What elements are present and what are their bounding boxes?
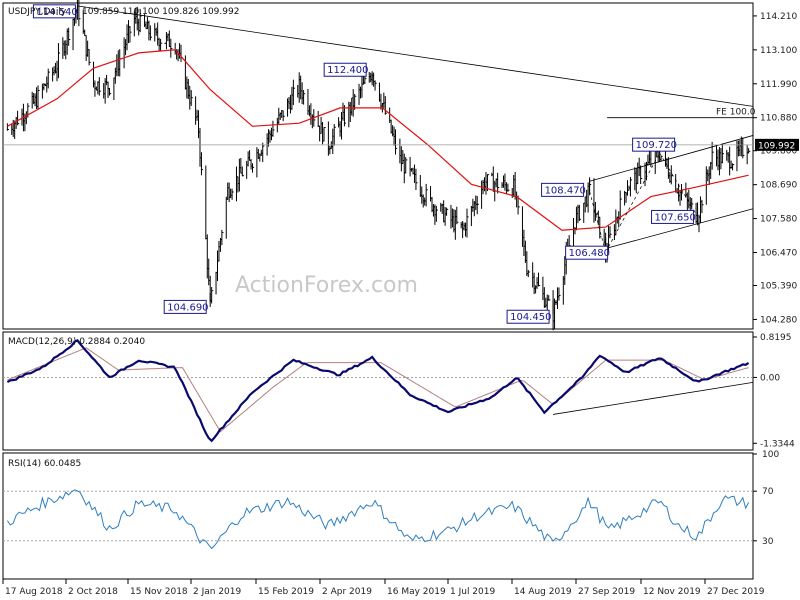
macd-line xyxy=(6,339,750,443)
axes: 114.210 113.100 111.990 110.880 109.800 108.6… xyxy=(2,12,799,597)
x-tick-label: 12 Nov 2019 xyxy=(643,587,701,597)
annotation-label: 109.720 xyxy=(636,140,677,151)
x-tick-label: 17 Aug 2018 xyxy=(5,587,63,597)
current-price-box xyxy=(755,138,799,151)
annotation-label: 104.450 xyxy=(510,312,551,323)
annotation-box xyxy=(163,299,207,314)
x-tick-label: 2 Apr 2019 xyxy=(322,587,372,597)
fe-level-label: FE 100.0 xyxy=(716,108,756,118)
rsi-y-tick-label: 100 xyxy=(762,450,779,460)
x-tick-label: 15 Feb 2019 xyxy=(258,587,314,597)
y-tick-label: 109.800 xyxy=(760,147,797,157)
rsi-y-tick-label: 30 xyxy=(762,537,774,547)
annotation-label: 104.690 xyxy=(167,302,208,313)
x-tick-label: 15 Nov 2018 xyxy=(130,587,188,597)
current-price-label: 109.992 xyxy=(758,141,795,151)
trendline-line xyxy=(77,5,754,107)
macd-plot xyxy=(3,339,754,443)
annotation-label: 108.470 xyxy=(545,185,586,196)
rsi-label: RSI(14) 60.0485 xyxy=(8,459,81,469)
macd-panel xyxy=(2,331,754,451)
macd-y-tick-label: 0.00 xyxy=(760,373,780,383)
projection-line xyxy=(589,191,606,253)
x-tick-label: 1 Jul 2019 xyxy=(450,587,495,597)
price-plot: FE 100.0 114.540 104.690 112.400 104.450 108.… xyxy=(3,0,756,331)
chart-ohlc: 109.859 110.100 109.826 109.992 xyxy=(82,7,239,17)
channel-upper-line xyxy=(589,135,754,182)
annotation-box xyxy=(541,182,585,197)
annotation-label: 106.480 xyxy=(569,248,610,259)
x-tick-label: 2 Jan 2019 xyxy=(193,587,241,597)
y-tick-label: 108.690 xyxy=(760,181,797,191)
y-tick-label: 104.280 xyxy=(760,315,797,325)
y-tick-label: 110.880 xyxy=(760,114,797,124)
moving-average-line xyxy=(7,49,749,231)
rsi-line xyxy=(6,489,750,550)
annotation-label: 107.650 xyxy=(655,212,696,223)
watermark: ActionForex.com xyxy=(235,273,418,298)
projection-line xyxy=(605,152,660,253)
y-tick-label: 113.100 xyxy=(760,46,797,56)
annotation-label: 112.400 xyxy=(327,65,368,76)
y-tick-label: 106.470 xyxy=(760,249,797,259)
macd-trendline xyxy=(553,381,754,415)
macd-y-tick-label: -1.3344 xyxy=(760,439,795,449)
x-tick-label: 14 Aug 2019 xyxy=(514,587,572,597)
annotation-box xyxy=(632,137,676,152)
x-tick-label: 27 Dec 2019 xyxy=(707,587,765,597)
annotation-box xyxy=(565,245,609,260)
x-tick-label: 2 Oct 2018 xyxy=(68,587,118,597)
macd-y-tick-label: 0.8195 xyxy=(760,333,792,343)
chart-symbol: USDJPY,Daily xyxy=(8,7,67,17)
channel-lower-line xyxy=(605,208,754,249)
x-tick-label: 16 May 2019 xyxy=(387,587,446,597)
y-tick-label: 107.580 xyxy=(760,215,797,225)
macd-label: MACD(12,26,9) 0.2884 0.2040 xyxy=(8,337,145,347)
rsi-plot xyxy=(3,489,753,550)
projection-line xyxy=(659,152,698,217)
y-tick-label: 111.990 xyxy=(760,80,797,90)
x-tick-label: 27 Sep 2019 xyxy=(578,587,635,597)
annotation-box xyxy=(506,309,550,324)
annotation-box xyxy=(32,4,76,19)
price-panel xyxy=(2,2,754,330)
annotation-label: 114.540 xyxy=(36,7,77,18)
annotation-box xyxy=(323,62,367,77)
y-tick-label: 114.210 xyxy=(760,12,797,22)
rsi-y-tick-label: 70 xyxy=(762,487,774,497)
annotation-box xyxy=(651,209,695,224)
y-tick-label: 105.390 xyxy=(760,282,797,292)
